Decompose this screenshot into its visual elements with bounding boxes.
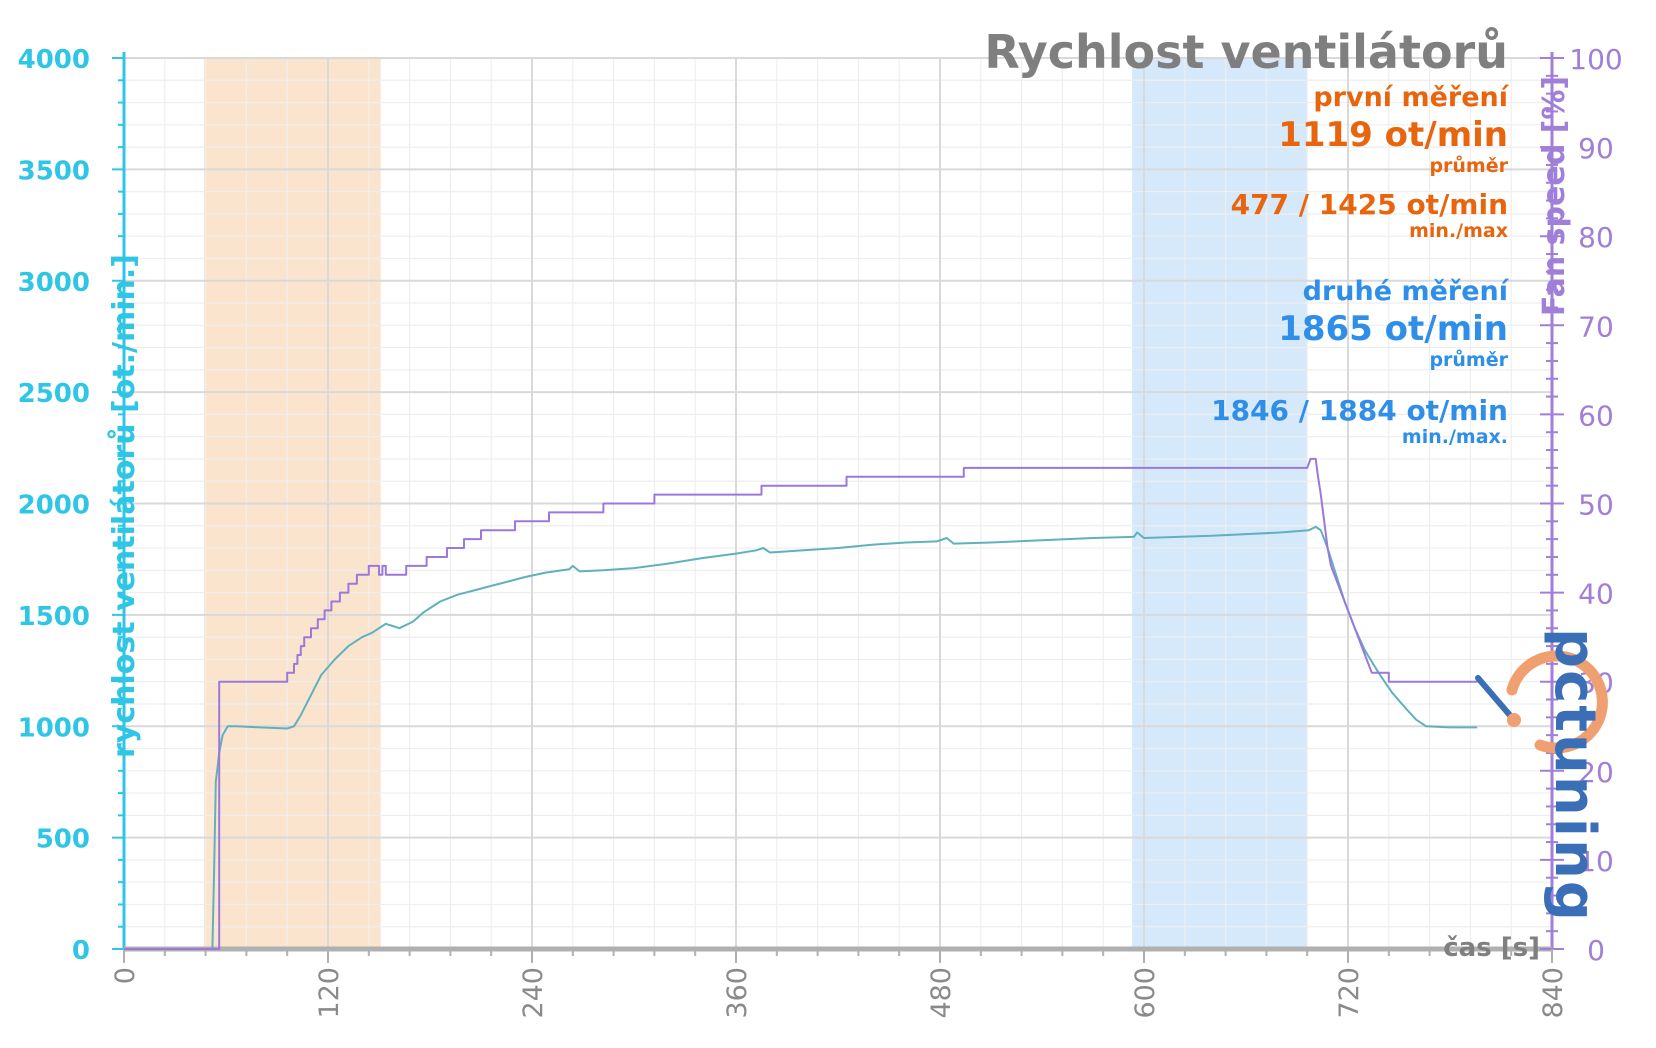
- y-left-tick-label: 3500: [18, 156, 90, 186]
- y-left-tick-label: 2500: [18, 379, 90, 409]
- y-right-tick-label: 100: [1569, 43, 1622, 76]
- y-right-tick-label: 0: [1587, 934, 1605, 967]
- y-right-axis-title: Fan speed [%]: [1537, 76, 1572, 316]
- series-lines: [124, 457, 1478, 950]
- y-left-tick-label: 2000: [18, 491, 90, 521]
- legend-first-average-caption: průměr: [1429, 154, 1508, 177]
- y-right-tick-label: 40: [1578, 578, 1614, 611]
- y-right-tick-label: 50: [1578, 489, 1614, 522]
- y-right-tick-label: 70: [1578, 310, 1614, 343]
- y-right-tick-label: 80: [1578, 221, 1614, 254]
- y-left-axis-title: rychlost ventilátorů [ot./min.]: [106, 254, 142, 758]
- x-tick-label: 480: [926, 967, 957, 1019]
- rpm-series-line: [124, 525, 1478, 950]
- legend-second-measurement: druhé měření 1865 ot/min průměr 1846 / 1…: [1211, 276, 1510, 448]
- legend-first-heading: první měření: [1313, 82, 1509, 113]
- y-left-tick-label: 3000: [18, 268, 90, 298]
- legend-first-average: 1119 ot/min: [1278, 115, 1508, 155]
- y-left-tick-label: 1000: [18, 713, 90, 743]
- x-tick-label: 0: [110, 967, 141, 984]
- legend-second-average-caption: průměr: [1429, 348, 1508, 371]
- x-axis-title: čas [s]: [1443, 933, 1540, 963]
- y-right-tick-label: 20: [1578, 756, 1614, 789]
- y-right-tick-label: 60: [1578, 399, 1614, 432]
- legend-second-heading: druhé měření: [1303, 276, 1510, 307]
- x-tick-label: 840: [1538, 967, 1569, 1019]
- x-tick-label: 240: [518, 967, 549, 1019]
- legend-first-range: 477 / 1425 ot/min: [1231, 188, 1508, 221]
- x-tick-label: 360: [722, 967, 753, 1019]
- percent-series-line: [124, 457, 1478, 950]
- legend-second-average: 1865 ot/min: [1278, 309, 1508, 349]
- y-left-tick-label: 500: [36, 825, 90, 855]
- y-left-tick-label: 1500: [18, 602, 90, 632]
- axes: 0500100015002000250030003500400001020304…: [18, 43, 1623, 1019]
- chart-title: Rychlost ventilátorů: [984, 25, 1508, 79]
- legend-first-range-caption: min./max: [1409, 220, 1508, 242]
- legend-first-measurement: první měření 1119 ot/min průměr 477 / 14…: [1231, 82, 1510, 242]
- y-left-tick-label: 0: [72, 936, 90, 966]
- speedometer-icon: [1475, 650, 1608, 754]
- x-tick-label: 600: [1130, 967, 1161, 1019]
- legend-second-range: 1846 / 1884 ot/min: [1211, 394, 1508, 427]
- y-right-tick-label: 10: [1578, 845, 1614, 878]
- x-tick-label: 120: [314, 967, 345, 1019]
- logo-wordmark: pctuning: [1542, 628, 1607, 923]
- y-right-tick-label: 90: [1578, 132, 1614, 165]
- x-tick-label: 720: [1334, 967, 1365, 1019]
- y-left-tick-label: 4000: [18, 45, 90, 75]
- pctuning-logo: pctuning: [1475, 628, 1608, 923]
- legend-second-range-caption: min./max.: [1402, 426, 1508, 448]
